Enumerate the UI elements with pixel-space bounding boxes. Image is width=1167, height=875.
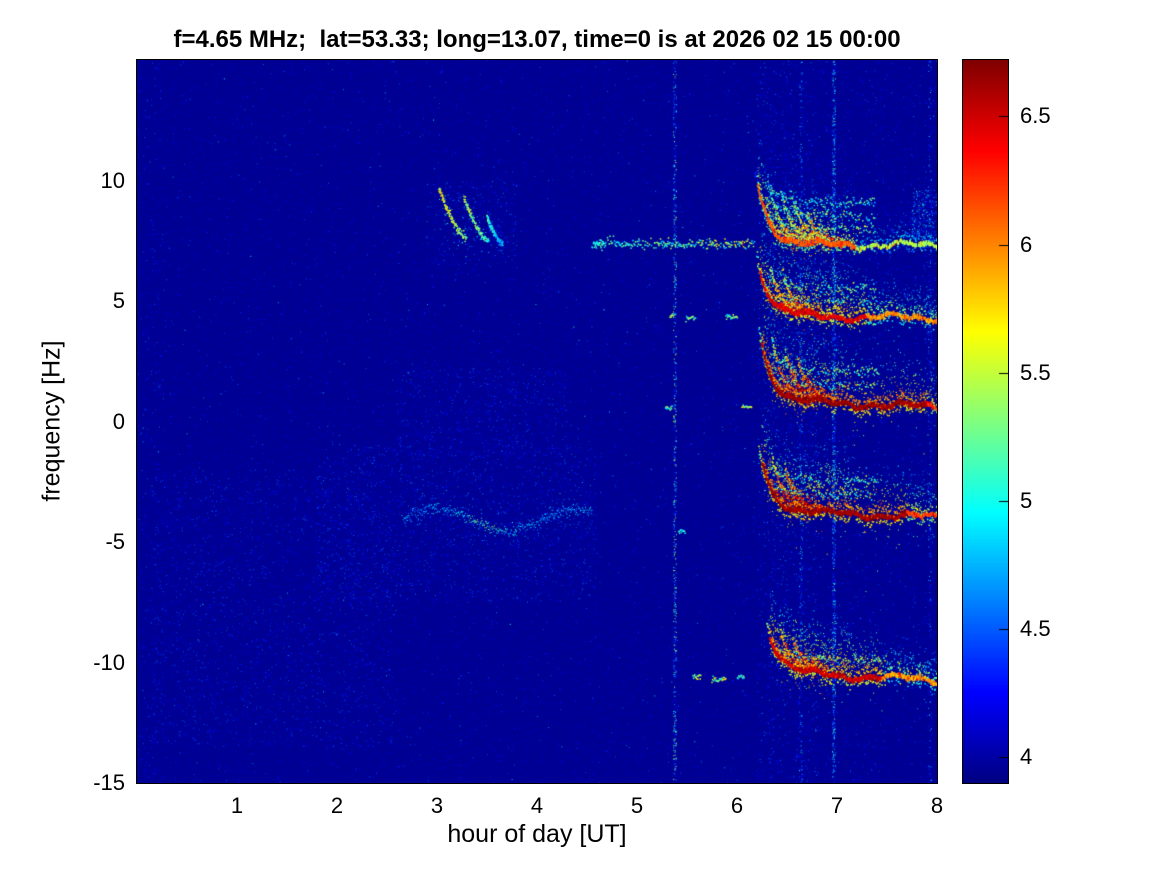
x-tick-label: 6 bbox=[730, 793, 744, 818]
colorbar bbox=[962, 59, 1009, 784]
colorbar-tick-label: 6 bbox=[1020, 231, 1033, 257]
x-tick-label: 1 bbox=[230, 793, 244, 818]
x-tick-label: 4 bbox=[530, 793, 544, 818]
x-axis-label: hour of day [UT] bbox=[447, 820, 627, 848]
colorbar-tick-label: 6.5 bbox=[1020, 103, 1051, 129]
y-tick-label: 5 bbox=[112, 288, 125, 313]
colorbar-tick-label: 4.5 bbox=[1020, 616, 1051, 642]
plot-area bbox=[136, 59, 938, 784]
colorbar-tick-label: 5.5 bbox=[1020, 359, 1051, 385]
x-tick-label: 7 bbox=[830, 793, 844, 818]
spectrogram-canvas bbox=[137, 60, 937, 783]
y-tick-label: -5 bbox=[105, 529, 125, 554]
colorbar-tick-label: 5 bbox=[1020, 487, 1033, 513]
y-axis-label: frequency [Hz] bbox=[37, 340, 66, 502]
x-tick-label: 5 bbox=[630, 793, 644, 818]
colorbar-canvas bbox=[963, 60, 1008, 783]
x-tick-label: 3 bbox=[430, 793, 444, 818]
y-tick-label: -10 bbox=[93, 649, 125, 675]
chart-title: f=4.65 MHz; lat=53.33; long=13.07, time=… bbox=[173, 26, 901, 53]
colorbar-tick-label: 4 bbox=[1020, 744, 1033, 770]
x-tick-label: 8 bbox=[930, 793, 944, 818]
y-tick-label: -15 bbox=[93, 770, 125, 795]
y-tick-label: 0 bbox=[112, 408, 125, 434]
y-tick-label: 10 bbox=[100, 167, 125, 193]
x-tick-label: 2 bbox=[330, 793, 344, 818]
